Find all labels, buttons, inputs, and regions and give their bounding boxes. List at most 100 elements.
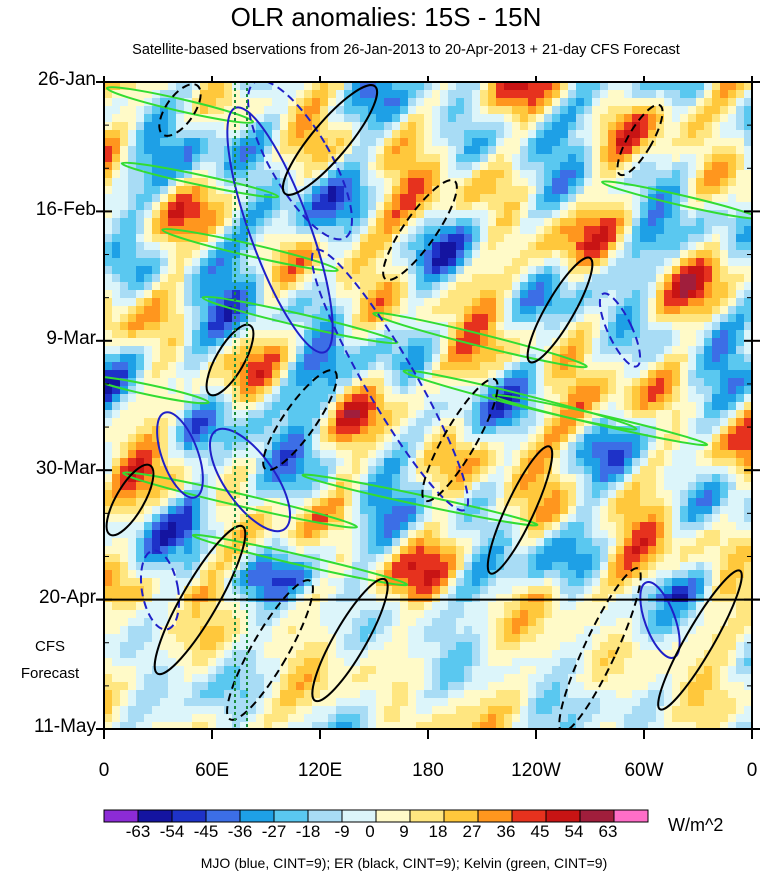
olr-cell <box>248 178 256 186</box>
olr-cell <box>688 90 696 98</box>
olr-cell <box>352 530 360 538</box>
olr-cell <box>200 114 208 122</box>
olr-cell <box>656 146 664 154</box>
x-tick-label-3: 180 <box>412 760 444 781</box>
olr-cell <box>216 522 224 530</box>
olr-cell <box>616 370 624 378</box>
olr-cell <box>256 418 264 426</box>
olr-cell <box>200 362 208 370</box>
olr-cell <box>256 482 264 490</box>
olr-cell <box>344 130 352 138</box>
olr-cell <box>224 482 232 490</box>
olr-cell <box>472 322 480 330</box>
olr-cell <box>720 122 728 130</box>
olr-cell <box>712 490 720 498</box>
olr-cell <box>600 410 608 418</box>
olr-cell <box>336 186 344 194</box>
olr-cell <box>664 530 672 538</box>
olr-cell <box>264 546 272 554</box>
olr-cell <box>528 114 536 122</box>
olr-cell <box>696 258 704 266</box>
olr-cell <box>608 474 616 482</box>
olr-cell <box>608 386 616 394</box>
olr-cell <box>416 154 424 162</box>
olr-cell <box>560 466 568 474</box>
olr-cell <box>728 426 736 434</box>
olr-cell <box>384 194 392 202</box>
olr-cell <box>192 290 200 298</box>
olr-cell <box>424 482 432 490</box>
olr-cell <box>608 154 616 162</box>
olr-cell <box>720 562 728 570</box>
olr-cell <box>320 258 328 266</box>
olr-cell <box>264 98 272 106</box>
olr-cell <box>616 282 624 290</box>
olr-cell <box>128 234 136 242</box>
olr-cell <box>136 386 144 394</box>
olr-cell <box>120 394 128 402</box>
olr-cell <box>352 450 360 458</box>
olr-cell <box>576 202 584 210</box>
olr-cell <box>520 266 528 274</box>
olr-cell <box>528 98 536 106</box>
olr-cell <box>304 90 312 98</box>
olr-cell <box>704 274 712 282</box>
olr-cell <box>176 338 184 346</box>
olr-cell <box>704 410 712 418</box>
olr-cell <box>144 138 152 146</box>
olr-cell <box>576 522 584 530</box>
olr-cell <box>168 130 176 138</box>
olr-cell <box>520 90 528 98</box>
olr-cell <box>152 466 160 474</box>
olr-cell <box>552 530 560 538</box>
olr-cell <box>672 522 680 530</box>
olr-cell <box>360 418 368 426</box>
olr-cell <box>680 258 688 266</box>
olr-cell <box>152 298 160 306</box>
olr-cell <box>664 250 672 258</box>
olr-cell <box>720 538 728 546</box>
olr-cell <box>360 450 368 458</box>
olr-cell <box>104 546 112 554</box>
olr-cell <box>648 114 656 122</box>
olr-cell <box>344 282 352 290</box>
olr-cell <box>240 570 248 578</box>
olr-cell <box>464 226 472 234</box>
olr-cell <box>632 194 640 202</box>
olr-cell <box>664 490 672 498</box>
olr-cell <box>352 178 360 186</box>
olr-cell <box>392 82 400 90</box>
olr-cell <box>208 162 216 170</box>
olr-cell <box>592 130 600 138</box>
olr-cell <box>520 442 528 450</box>
olr-cell <box>152 178 160 186</box>
olr-cell <box>544 434 552 442</box>
olr-cell <box>552 482 560 490</box>
x-tick-label-0: 0 <box>98 760 110 781</box>
colorbar-label-8: 9 <box>399 822 409 841</box>
olr-cell <box>616 554 624 562</box>
olr-cell <box>648 290 656 298</box>
olr-cell <box>192 506 200 514</box>
olr-cell <box>112 330 120 338</box>
olr-cell <box>152 402 160 410</box>
x-tick-label-2: 120E <box>297 760 343 781</box>
olr-cell <box>160 274 168 282</box>
olr-cell <box>344 458 352 466</box>
olr-cell <box>536 282 544 290</box>
olr-cell <box>168 330 176 338</box>
olr-cell <box>432 450 440 458</box>
olr-cell <box>584 338 592 346</box>
olr-cell <box>384 354 392 362</box>
olr-cell <box>320 562 328 570</box>
olr-cell <box>368 242 376 250</box>
olr-cell <box>704 506 712 514</box>
olr-cell <box>224 98 232 106</box>
olr-cell <box>680 162 688 170</box>
olr-cell <box>408 474 416 482</box>
olr-cell <box>408 162 416 170</box>
olr-cell <box>328 242 336 250</box>
olr-cell <box>248 298 256 306</box>
olr-cell <box>432 138 440 146</box>
olr-cell <box>136 514 144 522</box>
